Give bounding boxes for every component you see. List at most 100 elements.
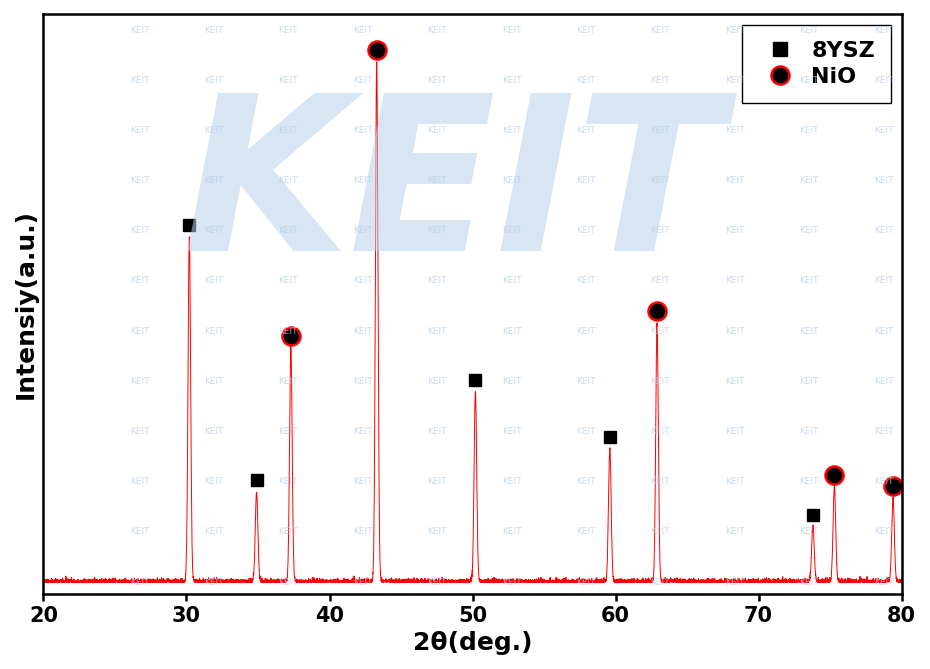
- Text: KEIT: KEIT: [205, 76, 223, 85]
- Text: KEIT: KEIT: [353, 527, 372, 537]
- Text: KEIT: KEIT: [874, 427, 893, 436]
- Text: KEIT: KEIT: [353, 176, 372, 185]
- Text: KEIT: KEIT: [874, 527, 893, 537]
- Text: KEIT: KEIT: [353, 326, 372, 336]
- Text: KEIT: KEIT: [502, 25, 521, 35]
- Text: KEIT: KEIT: [725, 76, 744, 85]
- Text: KEIT: KEIT: [800, 527, 818, 537]
- Text: KEIT: KEIT: [130, 76, 149, 85]
- Y-axis label: Intensiy(a.u.): Intensiy(a.u.): [14, 209, 38, 399]
- Text: KEIT: KEIT: [651, 226, 670, 235]
- Text: KEIT: KEIT: [279, 527, 298, 537]
- Text: KEIT: KEIT: [428, 477, 446, 486]
- Text: KEIT: KEIT: [130, 126, 149, 135]
- Text: KEIT: KEIT: [577, 326, 595, 336]
- Text: KEIT: KEIT: [428, 276, 446, 286]
- Text: KEIT: KEIT: [502, 377, 521, 386]
- Text: KEIT: KEIT: [577, 76, 595, 85]
- Text: KEIT: KEIT: [428, 226, 446, 235]
- Text: KEIT: KEIT: [279, 226, 298, 235]
- Text: KEIT: KEIT: [725, 176, 744, 185]
- Text: KEIT: KEIT: [353, 25, 372, 35]
- Text: KEIT: KEIT: [800, 477, 818, 486]
- Text: KEIT: KEIT: [725, 577, 744, 587]
- Text: KEIT: KEIT: [725, 527, 744, 537]
- Text: KEIT: KEIT: [205, 326, 223, 336]
- Legend: 8YSZ, NiO: 8YSZ, NiO: [742, 25, 891, 103]
- Text: KEIT: KEIT: [130, 326, 149, 336]
- Text: KEIT: KEIT: [651, 76, 670, 85]
- Text: KEIT: KEIT: [502, 477, 521, 486]
- Text: KEIT: KEIT: [428, 76, 446, 85]
- Text: KEIT: KEIT: [428, 527, 446, 537]
- Text: KEIT: KEIT: [279, 276, 298, 286]
- Text: KEIT: KEIT: [577, 527, 595, 537]
- Text: KEIT: KEIT: [577, 176, 595, 185]
- Text: KEIT: KEIT: [651, 126, 670, 135]
- Text: KEIT: KEIT: [428, 427, 446, 436]
- Text: KEIT: KEIT: [279, 25, 298, 35]
- X-axis label: 2θ(deg.): 2θ(deg.): [413, 631, 532, 655]
- Text: KEIT: KEIT: [502, 176, 521, 185]
- Text: KEIT: KEIT: [205, 126, 223, 135]
- Text: KEIT: KEIT: [205, 276, 223, 286]
- Text: KEIT: KEIT: [800, 326, 818, 336]
- Text: KEIT: KEIT: [651, 25, 670, 35]
- Text: KEIT: KEIT: [651, 577, 670, 587]
- Text: KEIT: KEIT: [279, 126, 298, 135]
- Text: KEIT: KEIT: [279, 76, 298, 85]
- Text: KEIT: KEIT: [353, 427, 372, 436]
- Text: KEIT: KEIT: [205, 527, 223, 537]
- Text: KEIT: KEIT: [725, 377, 744, 386]
- Text: KEIT: KEIT: [800, 126, 818, 135]
- Text: KEIT: KEIT: [130, 276, 149, 286]
- Text: KEIT: KEIT: [130, 527, 149, 537]
- Text: KEIT: KEIT: [800, 176, 818, 185]
- Text: KEIT: KEIT: [279, 577, 298, 587]
- Text: KEIT: KEIT: [182, 87, 724, 296]
- Text: KEIT: KEIT: [130, 577, 149, 587]
- Text: KEIT: KEIT: [279, 326, 298, 336]
- Text: KEIT: KEIT: [279, 427, 298, 436]
- Text: KEIT: KEIT: [428, 577, 446, 587]
- Text: KEIT: KEIT: [725, 326, 744, 336]
- Text: KEIT: KEIT: [874, 25, 893, 35]
- Text: KEIT: KEIT: [874, 226, 893, 235]
- Text: KEIT: KEIT: [577, 577, 595, 587]
- Text: KEIT: KEIT: [874, 176, 893, 185]
- Text: KEIT: KEIT: [651, 276, 670, 286]
- Text: KEIT: KEIT: [725, 226, 744, 235]
- Text: KEIT: KEIT: [353, 276, 372, 286]
- Text: KEIT: KEIT: [577, 276, 595, 286]
- Text: KEIT: KEIT: [502, 76, 521, 85]
- Text: KEIT: KEIT: [577, 25, 595, 35]
- Text: KEIT: KEIT: [651, 326, 670, 336]
- Text: KEIT: KEIT: [130, 477, 149, 486]
- Text: KEIT: KEIT: [800, 25, 818, 35]
- Text: KEIT: KEIT: [353, 377, 372, 386]
- Text: KEIT: KEIT: [577, 477, 595, 486]
- Text: KEIT: KEIT: [130, 377, 149, 386]
- Text: KEIT: KEIT: [800, 577, 818, 587]
- Text: KEIT: KEIT: [502, 276, 521, 286]
- Text: KEIT: KEIT: [874, 326, 893, 336]
- Text: KEIT: KEIT: [205, 25, 223, 35]
- Text: KEIT: KEIT: [874, 377, 893, 386]
- Text: KEIT: KEIT: [800, 276, 818, 286]
- Text: KEIT: KEIT: [874, 76, 893, 85]
- Text: KEIT: KEIT: [725, 276, 744, 286]
- Text: KEIT: KEIT: [353, 226, 372, 235]
- Text: KEIT: KEIT: [130, 427, 149, 436]
- Text: KEIT: KEIT: [428, 25, 446, 35]
- Text: KEIT: KEIT: [428, 377, 446, 386]
- Text: KEIT: KEIT: [577, 377, 595, 386]
- Text: KEIT: KEIT: [205, 176, 223, 185]
- Text: KEIT: KEIT: [800, 226, 818, 235]
- Text: KEIT: KEIT: [874, 477, 893, 486]
- Text: KEIT: KEIT: [353, 577, 372, 587]
- Text: KEIT: KEIT: [577, 427, 595, 436]
- Text: KEIT: KEIT: [725, 25, 744, 35]
- Text: KEIT: KEIT: [874, 126, 893, 135]
- Text: KEIT: KEIT: [130, 176, 149, 185]
- Text: KEIT: KEIT: [428, 176, 446, 185]
